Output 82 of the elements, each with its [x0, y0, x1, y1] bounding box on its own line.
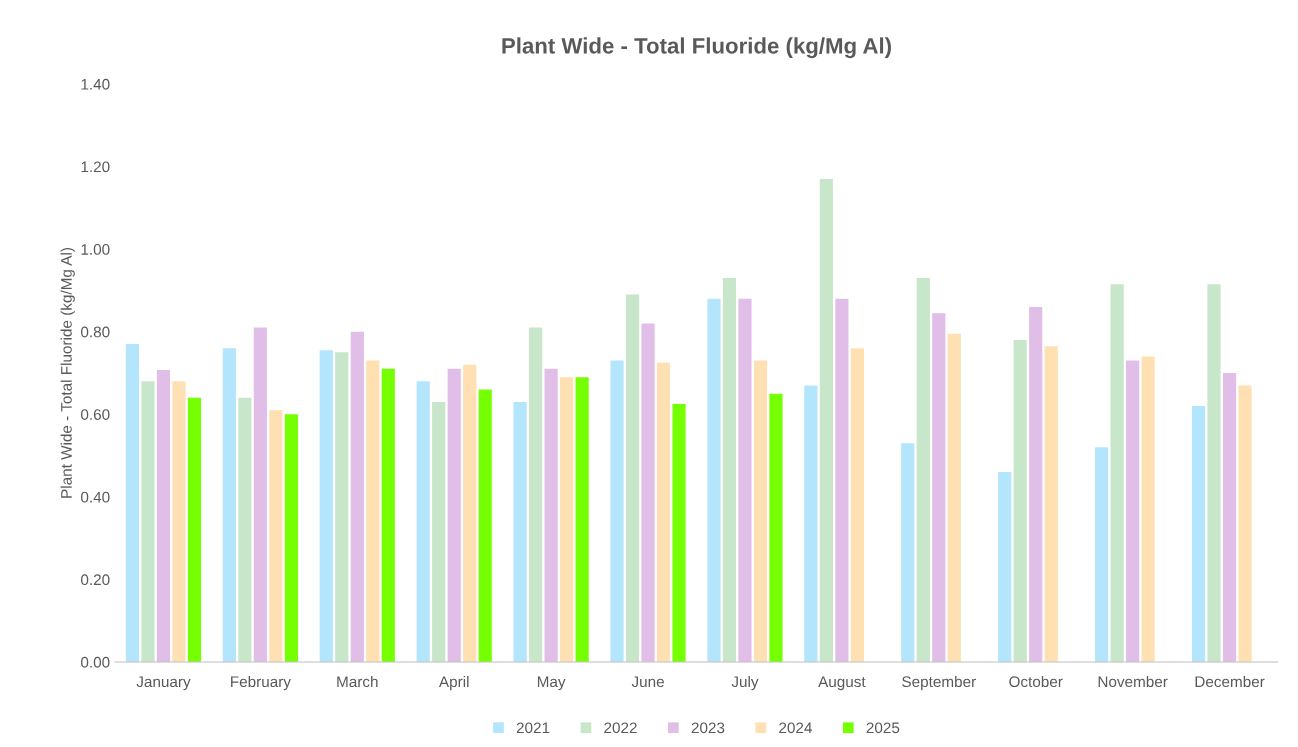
bar	[707, 298, 721, 662]
bar	[1029, 306, 1043, 662]
legend-label: 2025	[866, 722, 900, 734]
bar	[222, 348, 236, 662]
bar	[432, 401, 446, 662]
bar	[1110, 284, 1124, 662]
legend-label: 2024	[779, 722, 812, 734]
y-tick-label: 1.20	[81, 161, 110, 173]
bar	[575, 377, 589, 662]
bar	[998, 472, 1012, 662]
bar	[625, 294, 640, 662]
bar	[1191, 406, 1206, 662]
bar	[284, 414, 298, 662]
bar	[835, 298, 849, 662]
x-tick-label: February	[231, 675, 291, 691]
bar	[319, 350, 333, 662]
y-tick-label: 0.40	[81, 491, 110, 503]
bar	[1222, 373, 1237, 662]
y-tick-label: 1.00	[81, 244, 110, 255]
x-tick-label: August	[818, 676, 866, 691]
x-tick-label: December	[1195, 675, 1265, 688]
bar	[850, 348, 864, 662]
x-tick-label: October	[1009, 675, 1063, 688]
bar	[141, 381, 155, 662]
bar	[513, 401, 527, 662]
bar	[416, 381, 430, 662]
bar	[610, 360, 624, 662]
bar	[672, 403, 686, 662]
bar	[172, 381, 186, 662]
bar	[1238, 385, 1252, 662]
bar	[641, 323, 655, 662]
legend-label: 2022	[604, 722, 637, 734]
y-tick-label: 0.60	[81, 409, 110, 420]
bar	[738, 298, 752, 662]
y-tick-label: 0.20	[81, 574, 110, 586]
bar	[544, 368, 558, 662]
x-tick-label: March	[337, 675, 378, 688]
bar	[769, 393, 783, 662]
bar	[269, 410, 283, 662]
bar	[350, 331, 364, 662]
bar	[366, 360, 380, 662]
bar	[722, 278, 737, 662]
bar	[1013, 339, 1027, 662]
legend-label: 2023	[691, 722, 725, 734]
x-tick-label: September	[902, 675, 976, 691]
bar	[1207, 284, 1221, 662]
bar	[1141, 356, 1155, 662]
bar	[478, 389, 492, 662]
bar	[238, 397, 252, 662]
bar	[804, 385, 818, 662]
bar	[901, 443, 915, 662]
legend-label: 2021	[516, 722, 550, 734]
x-tick-label: May	[537, 676, 566, 691]
bar	[819, 178, 833, 662]
bar	[187, 397, 202, 662]
y-tick-label: 1.40	[81, 78, 110, 90]
bar	[381, 368, 395, 662]
bar	[529, 327, 543, 662]
chart-title: Plant Wide - Total Fluoride (kg/Mg Al)	[502, 37, 891, 59]
x-tick-label: November	[1098, 675, 1168, 688]
x-tick-label: July	[731, 675, 759, 691]
x-tick-label: April	[438, 675, 469, 691]
bar	[947, 333, 961, 662]
bar	[125, 344, 140, 662]
bar	[156, 370, 171, 662]
x-tick-label: June	[631, 676, 664, 688]
bar	[916, 278, 930, 662]
x-tick-label: January	[136, 676, 191, 691]
bar	[1126, 360, 1140, 662]
bar	[335, 352, 349, 662]
bar	[932, 313, 946, 662]
y-axis-title: Plant Wide - Total Fluoride (kg/Mg Al)	[60, 247, 75, 498]
bar	[753, 360, 768, 662]
bar	[1044, 346, 1058, 662]
bar	[253, 327, 267, 662]
y-tick-label: 0.00	[81, 656, 110, 668]
bar	[463, 364, 477, 662]
bar	[1095, 447, 1109, 662]
bar	[560, 377, 574, 662]
bar	[656, 362, 671, 662]
bar	[447, 368, 461, 662]
y-tick-label: 0.80	[81, 326, 110, 338]
